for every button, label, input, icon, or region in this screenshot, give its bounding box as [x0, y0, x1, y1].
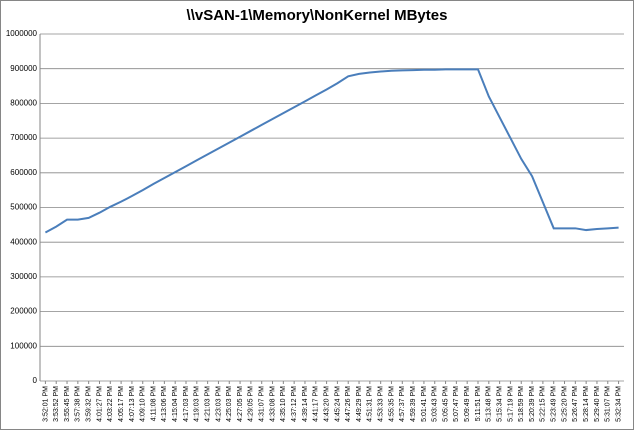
x-tick-label: 5:05:45 PM	[442, 386, 449, 422]
x-tick-label: 4:07:13 PM	[129, 386, 136, 422]
x-tick-label: 4:21:03 PM	[204, 386, 211, 422]
x-tick-label: 4:17:03 PM	[183, 386, 190, 422]
x-tick-label: 3:52:01 PM	[42, 386, 49, 422]
x-tick-label: 5:07:47 PM	[453, 386, 460, 422]
x-tick-label: 5:28:14 PM	[583, 386, 590, 422]
y-tick-label: 400000	[10, 237, 37, 246]
x-tick-label: 4:09:10 PM	[140, 386, 147, 422]
x-tick-label: 4:31:07 PM	[259, 386, 266, 422]
x-tick-label: 5:29:40 PM	[594, 386, 601, 422]
x-tick-label: 4:15:04 PM	[172, 386, 179, 422]
y-tick-label: 1000000	[6, 29, 38, 38]
x-tick-label: 4:53:33 PM	[378, 386, 385, 422]
y-tick-label: 100000	[10, 341, 37, 350]
x-tick-label: 4:59:39 PM	[410, 386, 417, 422]
x-tick-label: 4:23:03 PM	[215, 386, 222, 422]
x-tick-label: 4:51:31 PM	[367, 386, 374, 422]
chart-title: \\vSAN-1\Memory\NonKernel MBytes	[187, 7, 448, 24]
x-tick-label: 5:20:39 PM	[529, 386, 536, 422]
x-tick-label: 4:33:08 PM	[269, 386, 276, 422]
x-tick-label: 5:03:43 PM	[432, 386, 439, 422]
x-tick-label: 4:11:08 PM	[150, 386, 157, 421]
x-tick-label: 3:59:32 PM	[86, 386, 93, 422]
x-tick-label: 4:57:37 PM	[399, 386, 406, 422]
x-tick-label: 5:09:49 PM	[464, 386, 471, 422]
x-tick-label: 5:01:41 PM	[421, 386, 428, 422]
x-tick-label: 4:19:03 PM	[194, 386, 201, 422]
x-tick-label: 4:05:17 PM	[118, 386, 125, 422]
x-tick-label: 3:55:45 PM	[64, 386, 71, 422]
y-tick-label: 900000	[10, 64, 37, 73]
x-tick-label: 4:03:22 PM	[107, 386, 114, 422]
x-tick-label: 3:57:38 PM	[75, 386, 82, 422]
x-tick-label: 5:23:49 PM	[551, 386, 558, 422]
x-tick-label: 4:45:24 PM	[334, 386, 341, 422]
x-tick-label: 5:26:47 PM	[572, 386, 579, 422]
x-tick-label: 5:11:51 PM	[475, 386, 482, 421]
x-tick-label: 4:37:12 PM	[291, 386, 298, 422]
x-tick-label: 4:13:06 PM	[161, 386, 168, 422]
x-tick-label: 4:27:05 PM	[237, 386, 244, 422]
y-tick-label: 500000	[10, 203, 37, 212]
x-tick-label: 4:41:17 PM	[313, 386, 320, 422]
x-tick-label: 4:47:26 PM	[345, 386, 352, 422]
x-tick-label: 4:01:27 PM	[96, 386, 103, 422]
x-tick-label: 5:22:15 PM	[540, 386, 547, 422]
y-tick-label: 300000	[10, 272, 37, 281]
x-tick-label: 4:55:35 PM	[388, 386, 395, 422]
data-line	[44, 68, 619, 234]
x-tick-label: 4:25:03 PM	[226, 386, 233, 422]
x-tick-label: 5:18:59 PM	[518, 386, 525, 422]
x-tick-label: 5:13:48 PM	[486, 386, 493, 422]
x-tick-label: 4:39:14 PM	[302, 386, 309, 422]
y-tick-label: 800000	[10, 99, 37, 108]
y-tick-label: 700000	[10, 133, 37, 142]
x-tick-label: 4:49:29 PM	[356, 386, 363, 422]
x-tick-label: 3:53:52 PM	[53, 386, 60, 422]
x-tick-label: 4:35:10 PM	[280, 386, 287, 422]
y-tick-label: 200000	[10, 307, 37, 316]
y-tick-label: 0	[33, 376, 38, 385]
x-tick-label: 5:31:07 PM	[605, 386, 612, 422]
x-tick-label: 5:15:34 PM	[496, 386, 503, 422]
x-tick-label: 4:43:20 PM	[323, 386, 330, 422]
x-tick-label: 4:29:05 PM	[248, 386, 255, 422]
x-tick-label: 5:17:19 PM	[507, 386, 514, 422]
x-tick-label: 5:25:20 PM	[561, 386, 568, 422]
x-tick-label: 5:32:34 PM	[615, 386, 622, 422]
y-tick-label: 600000	[10, 168, 37, 177]
